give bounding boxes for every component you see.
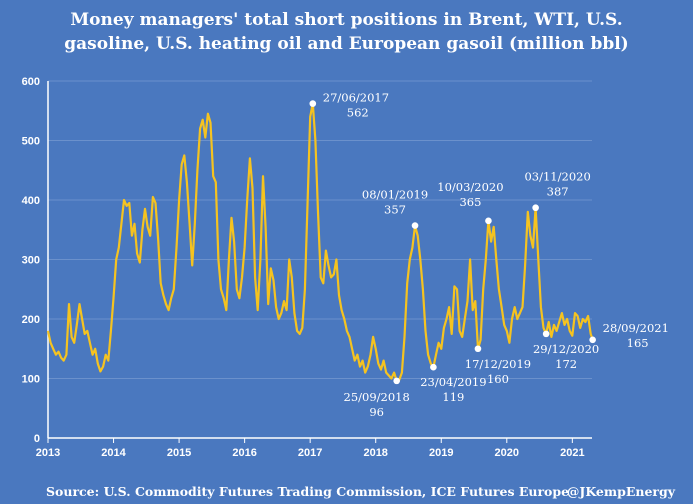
annotation-value-4: 96	[369, 405, 384, 419]
annotation-value-1: 357	[384, 203, 406, 217]
x-tick-label-2019: 2019	[429, 447, 453, 459]
annotation-marker-03-11-2020	[532, 204, 539, 212]
annotation-date-2: 10/03/2020	[437, 180, 503, 194]
x-tick-label-2013: 2013	[36, 447, 60, 459]
annotation-date-7: 29/12/2020	[533, 342, 599, 356]
x-tick-label-2018: 2018	[363, 447, 387, 459]
y-tick-label-500: 500	[22, 136, 40, 148]
annotation-date-4: 25/09/2018	[344, 390, 410, 404]
annotation-date-8: 28/09/2021	[603, 321, 669, 335]
chart-title-line-2: gasoline, U.S. heating oil and European …	[64, 34, 629, 54]
source-note: Source: U.S. Commodity Futures Trading C…	[46, 484, 570, 499]
credit-handle: @JKempEnergy	[566, 484, 675, 499]
annotation-value-5: 119	[442, 390, 464, 404]
tick-labels: 0 100 200 300 400 500 600 2013 2014 2015 2016 2017 2…	[22, 76, 585, 459]
annotation-value-0: 562	[347, 106, 369, 120]
chart-title-line-1: Money managers' total short positions in…	[70, 10, 623, 30]
x-tick-label-2020: 2020	[495, 447, 519, 459]
annotation-marker-28-09-2021	[589, 336, 596, 344]
x-tick-label-2016: 2016	[232, 447, 256, 459]
annotation-date-3: 03/11/2020	[524, 170, 590, 184]
chart-footer: Source: U.S. Commodity Futures Trading C…	[0, 480, 693, 504]
annotation-value-3: 387	[547, 185, 569, 199]
series-line	[46, 102, 594, 382]
annotation-date-6: 17/12/2019	[465, 357, 531, 371]
y-tick-label-0: 0	[34, 433, 40, 445]
x-tick-label-2017: 2017	[298, 447, 322, 459]
y-tick-label-600: 600	[22, 76, 40, 88]
annotation-value-8: 165	[627, 336, 649, 350]
x-tick-label-2021: 2021	[560, 447, 584, 459]
annotation-marker-17-12-2019	[474, 345, 482, 353]
annotation-marker-08-01-2019	[411, 222, 419, 229]
annotation-marker-10-03-2020	[485, 217, 492, 225]
annotation-value-2: 365	[459, 195, 481, 209]
chart-title: Money managers' total short positions in…	[0, 8, 693, 56]
annotation-marker-29-12-2020	[542, 330, 550, 338]
y-tick-label-300: 300	[22, 255, 40, 267]
annotation-marker-25-09-2018	[393, 377, 400, 385]
y-tick-label-100: 100	[22, 374, 40, 386]
x-tick-label-2014: 2014	[101, 447, 126, 459]
annotation-value-7: 172	[555, 357, 577, 371]
annotation-date-1: 08/01/2019	[362, 188, 428, 202]
annotation-date-5: 23/04/2019	[420, 375, 486, 389]
annotation-marker-27-06-2017	[309, 100, 317, 107]
axes	[47, 81, 592, 443]
y-tick-label-200: 200	[22, 314, 40, 326]
annotation-marker-23-04-2019	[430, 363, 437, 371]
x-tick-label-2015: 2015	[167, 447, 191, 459]
annotation-date-0: 27/06/2017	[323, 91, 389, 105]
y-tick-label-400: 400	[22, 195, 40, 207]
annotation-value-6: 160	[487, 372, 509, 386]
